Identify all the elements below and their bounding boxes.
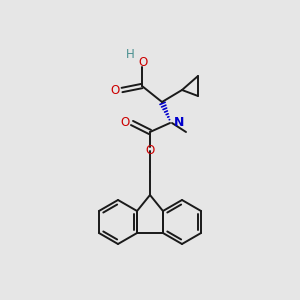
Text: N: N bbox=[174, 116, 184, 128]
Text: O: O bbox=[110, 83, 120, 97]
Text: O: O bbox=[146, 145, 154, 158]
Text: H: H bbox=[126, 47, 134, 61]
Text: O: O bbox=[138, 56, 148, 68]
Text: O: O bbox=[120, 116, 130, 128]
